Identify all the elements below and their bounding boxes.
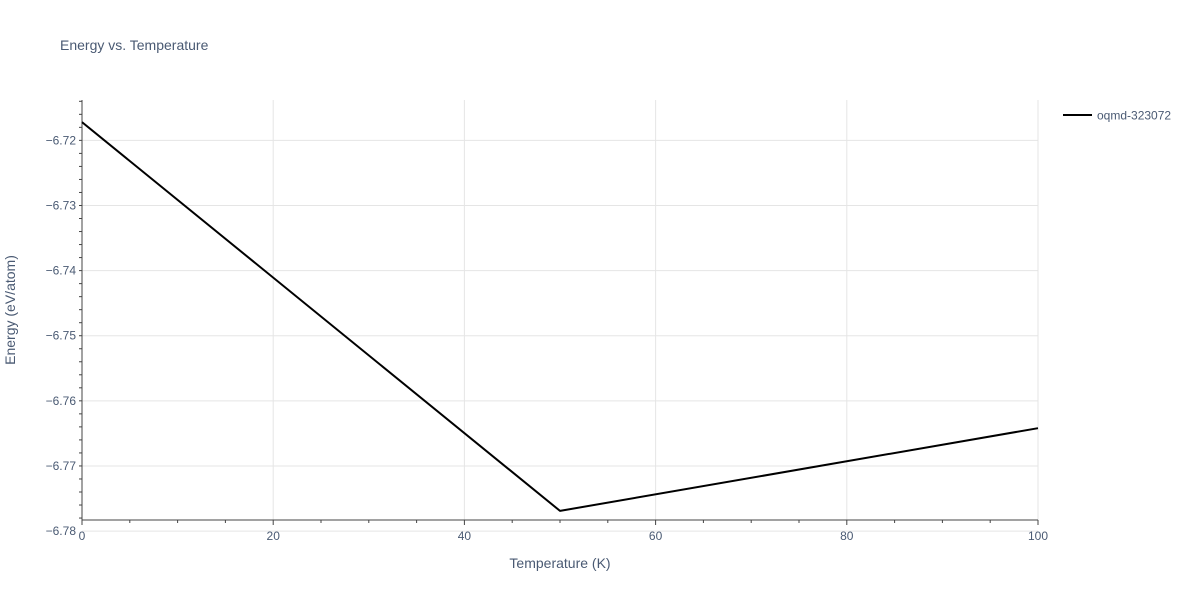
grid-lines xyxy=(82,100,1039,532)
x-tick-label: 60 xyxy=(649,529,663,543)
y-axis-title: Energy (eV/atom) xyxy=(2,255,18,365)
x-minor-ticks xyxy=(81,520,1039,525)
x-tick-label: 80 xyxy=(840,529,854,543)
y-tick-label: −6.72 xyxy=(46,133,77,147)
chart-title: Energy vs. Temperature xyxy=(60,37,209,53)
x-tick-labels: 0 20 40 60 80 100 xyxy=(79,529,1049,543)
x-axis-title: Temperature (K) xyxy=(509,555,610,571)
axes: 0 20 40 60 80 100 −6.72−6.73−6.74−6.75−6.76−6… xyxy=(46,100,1049,543)
y-tick-label: −6.73 xyxy=(46,198,77,212)
legend[interactable]: oqmd-323072 xyxy=(1063,109,1171,123)
x-tick-label: 100 xyxy=(1028,529,1048,543)
y-minor-ticks xyxy=(79,100,82,519)
y-tick-labels: −6.72 −6.73 −6.74 −6.75 −6.76 −6.77 −6.78 xyxy=(46,133,77,538)
y-tick-label: −6.76 xyxy=(46,394,77,408)
x-tick-label: 20 xyxy=(267,529,281,543)
series-line-oqmd-323072[interactable] xyxy=(81,121,1039,512)
legend-label-oqmd-323072: oqmd-323072 xyxy=(1097,109,1171,123)
y-tick-label: −6.77 xyxy=(46,459,77,473)
x-tick-label: 0 xyxy=(79,529,86,543)
y-tick-label: −6.78 xyxy=(46,524,77,538)
x-tick-label: 40 xyxy=(458,529,472,543)
series-layer xyxy=(81,121,1039,512)
y-tick-label: −6.75 xyxy=(46,329,77,343)
y-tick-label: −6.74 xyxy=(46,264,77,278)
